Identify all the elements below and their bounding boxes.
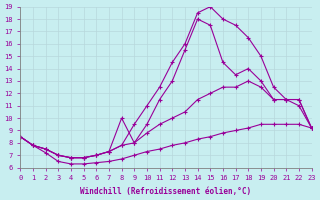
X-axis label: Windchill (Refroidissement éolien,°C): Windchill (Refroidissement éolien,°C) [80, 187, 252, 196]
